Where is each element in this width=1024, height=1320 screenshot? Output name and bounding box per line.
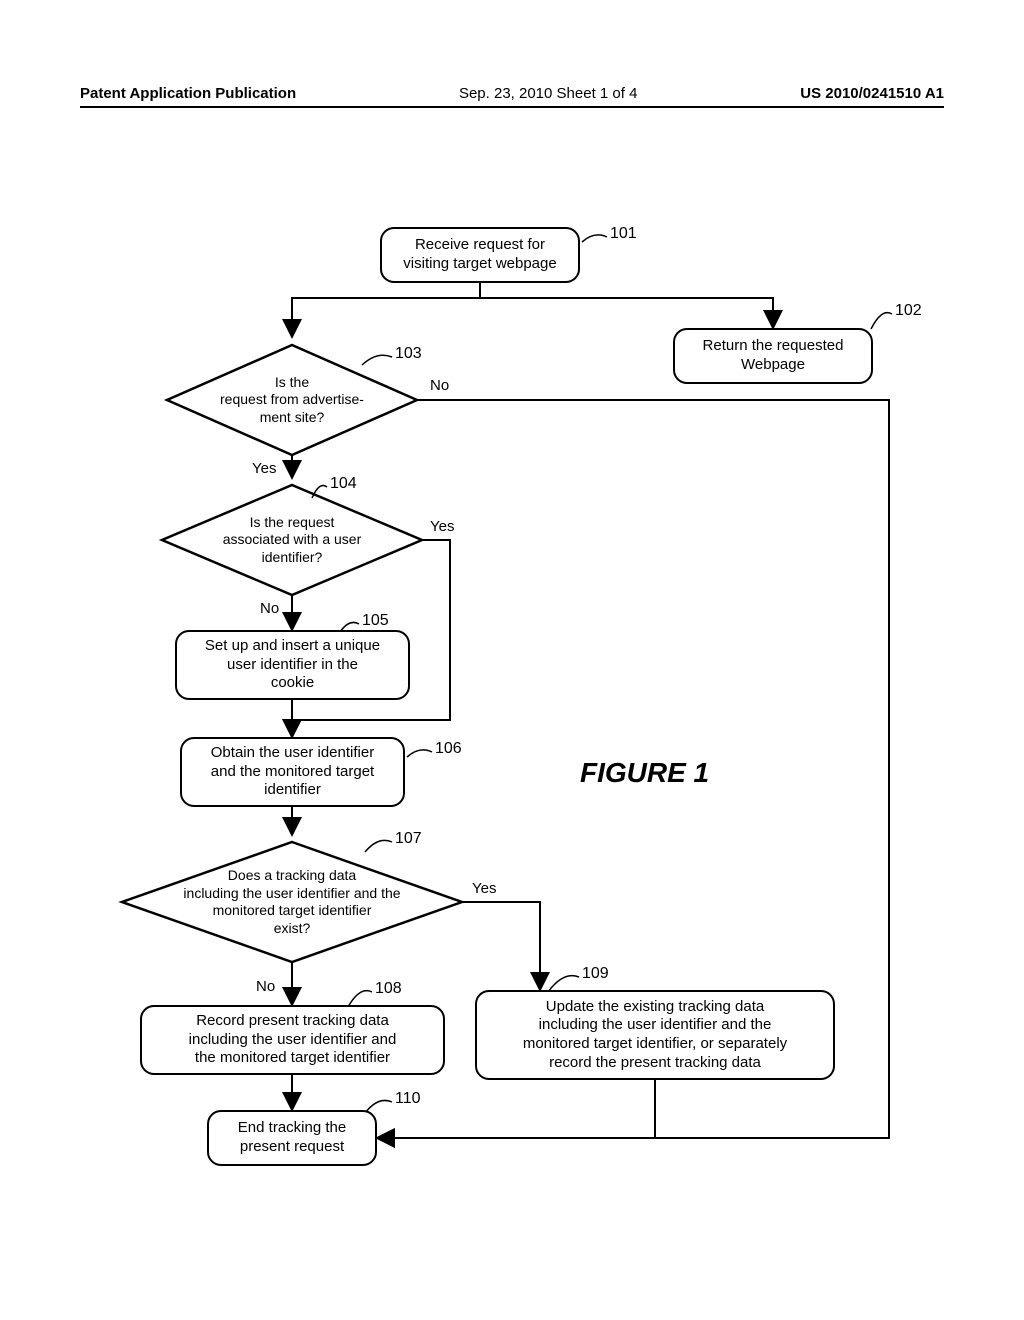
process-n109: Update the existing tracking dataincludi… (475, 990, 835, 1080)
edge-label: No (430, 377, 449, 394)
decision-n104: Is the requestassociated with a useriden… (162, 502, 422, 579)
edge-label: No (260, 600, 279, 617)
edge-label: Yes (252, 460, 276, 477)
ref-106: 106 (435, 740, 462, 758)
edge-label: Yes (430, 518, 454, 535)
decision-n107: Does a tracking dataincluding the user i… (122, 860, 462, 944)
ref-101: 101 (610, 225, 637, 243)
terminator-n101: Receive request forvisiting target webpa… (380, 227, 580, 283)
decision-n103: Is therequest from advertise-ment site? (167, 362, 417, 439)
ref-108: 108 (375, 980, 402, 998)
flowchart-canvas (0, 0, 1024, 1320)
ref-105: 105 (362, 612, 389, 630)
ref-104: 104 (330, 475, 357, 493)
ref-109: 109 (582, 965, 609, 983)
process-n108: Record present tracking dataincluding th… (140, 1005, 445, 1075)
edge-label: No (256, 978, 275, 995)
ref-110: 110 (395, 1090, 421, 1108)
edge-label: Yes (472, 880, 496, 897)
ref-107: 107 (395, 830, 422, 848)
process-n105: Set up and insert a uniqueuser identifie… (175, 630, 410, 700)
terminator-n102: Return the requestedWebpage (673, 328, 873, 384)
terminator-n110: End tracking thepresent request (207, 1110, 377, 1166)
ref-102: 102 (895, 302, 922, 320)
process-n106: Obtain the user identifierand the monito… (180, 737, 405, 807)
ref-103: 103 (395, 345, 422, 363)
